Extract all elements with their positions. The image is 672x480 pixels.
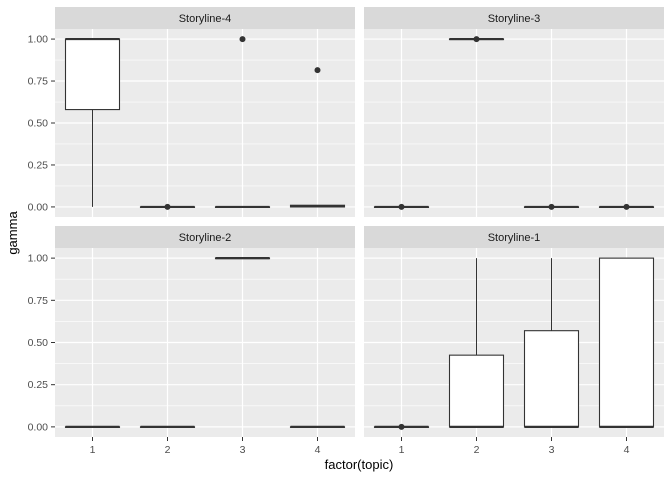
- boxplot: [289, 425, 346, 428]
- facet-strip-label: Storyline-2: [179, 232, 232, 244]
- outlier-point: [239, 36, 246, 43]
- facet-strip-label: Storyline-3: [488, 13, 541, 25]
- boxplot: [214, 257, 271, 260]
- x-tick-label: 3: [549, 444, 555, 456]
- boxplot: [64, 425, 121, 428]
- x-tick-label: 4: [624, 444, 630, 456]
- facet-panel: Storyline-3: [364, 7, 664, 217]
- y-tick-label: 0.50: [28, 118, 49, 130]
- x-tick-label: 3: [240, 444, 246, 456]
- y-tick-label: 0.50: [28, 337, 49, 349]
- y-tick-label: 0.75: [28, 295, 49, 307]
- boxplot: [598, 257, 655, 428]
- y-tick-label: 1.00: [28, 34, 49, 46]
- x-tick-label: 2: [474, 444, 480, 456]
- facet-panel: Storyline-2 0.00 0.25 0.50 0.75 1.00 1 2 3 4: [28, 226, 355, 456]
- y-tick-label: 0.25: [28, 379, 49, 391]
- facet-strip: [364, 226, 664, 248]
- facet-strip-label: Storyline-1: [488, 232, 541, 244]
- box-iqr: [523, 330, 580, 428]
- facet-strip-label: Storyline-4: [179, 13, 232, 25]
- boxplot: [598, 203, 655, 210]
- boxplot: [139, 203, 196, 210]
- box-iqr: [598, 257, 655, 428]
- facet-panel: Storyline-4 0.00 0.25 0.50 0.75 1.00: [28, 7, 355, 217]
- boxplot: [139, 425, 196, 428]
- boxplot: [523, 203, 580, 210]
- facet-strip: [364, 7, 664, 29]
- y-tick-label: 0.75: [28, 76, 49, 88]
- boxplot: [373, 203, 430, 210]
- outlier-point: [623, 203, 630, 210]
- outlier-point: [473, 36, 480, 43]
- y-tick-label: 0.00: [28, 421, 49, 433]
- outlier-point: [548, 203, 555, 210]
- boxplot: [448, 258, 505, 428]
- x-tick-label: 4: [315, 444, 321, 456]
- outlier-point: [398, 423, 405, 430]
- y-tick-label: 0.25: [28, 159, 49, 171]
- y-tick-label: 1.00: [28, 253, 49, 265]
- boxplot: [523, 258, 580, 428]
- x-tick-label: 1: [90, 444, 96, 456]
- box-iqr: [64, 38, 121, 111]
- boxplot: [289, 67, 346, 208]
- boxplot: [448, 36, 505, 43]
- facets-layer: Storyline-40.000.250.500.751.00Storyline…: [28, 7, 664, 456]
- x-tick-label: 2: [165, 444, 171, 456]
- y-axis-title: gamma: [5, 211, 20, 255]
- boxplot: [373, 423, 430, 430]
- facet-strip: [55, 226, 355, 248]
- box-iqr: [448, 354, 505, 428]
- x-axis-title: factor(topic): [325, 457, 394, 472]
- boxplot: [64, 37, 121, 207]
- boxplot: [214, 36, 271, 209]
- facet-strip: [55, 7, 355, 29]
- x-tick-label: 1: [399, 444, 405, 456]
- outlier-point: [164, 203, 171, 210]
- outlier-point: [398, 203, 405, 210]
- y-tick-label: 0.00: [28, 201, 49, 213]
- outlier-point: [314, 67, 321, 74]
- facet-panel: Storyline-1 1 2 3 4: [364, 226, 664, 456]
